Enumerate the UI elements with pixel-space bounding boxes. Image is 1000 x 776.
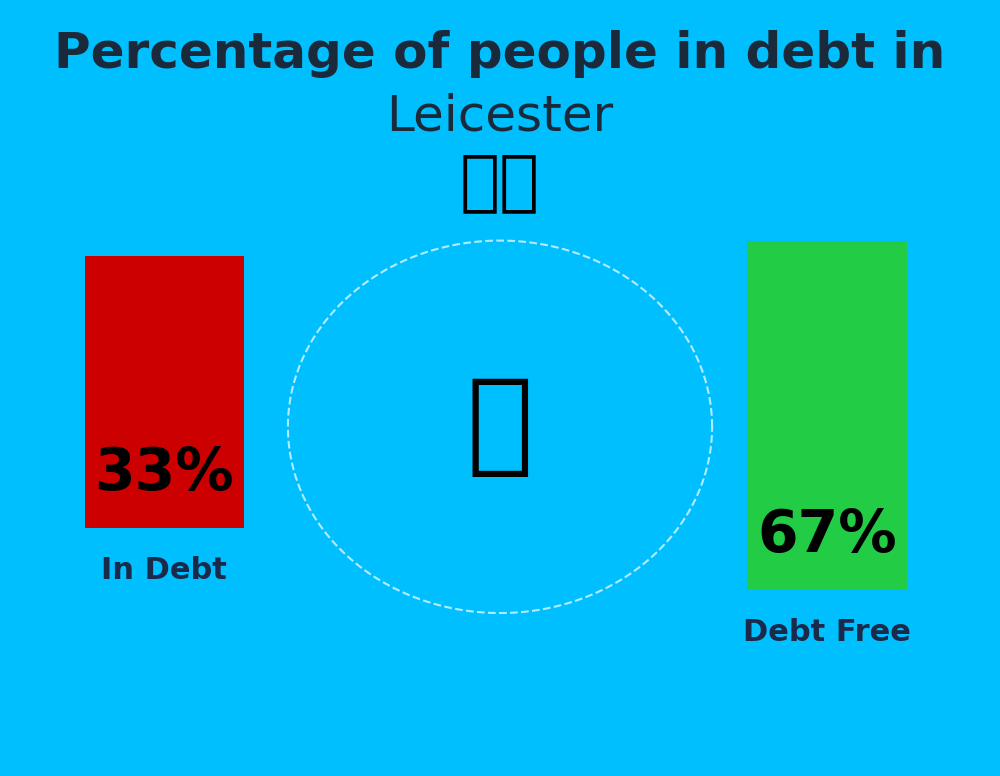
Text: Leicester: Leicester bbox=[386, 92, 614, 140]
FancyBboxPatch shape bbox=[747, 241, 907, 590]
Text: 🏦: 🏦 bbox=[467, 373, 533, 480]
Text: 🇬🇧: 🇬🇧 bbox=[460, 149, 540, 216]
Text: Percentage of people in debt in: Percentage of people in debt in bbox=[54, 30, 946, 78]
Text: In Debt: In Debt bbox=[101, 556, 227, 585]
FancyBboxPatch shape bbox=[85, 256, 244, 528]
Text: Debt Free: Debt Free bbox=[743, 618, 911, 647]
Text: 67%: 67% bbox=[757, 507, 897, 564]
Text: 33%: 33% bbox=[94, 445, 234, 502]
